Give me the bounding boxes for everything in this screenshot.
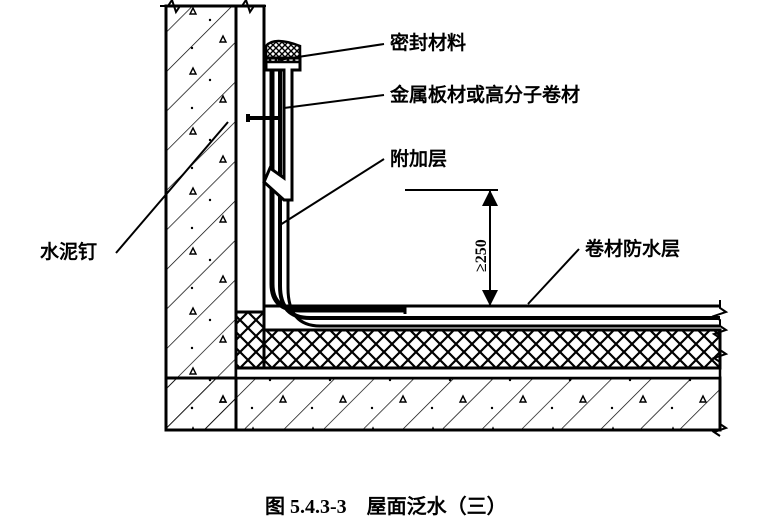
label-waterproof-membrane: 卷材防水层 bbox=[585, 234, 680, 261]
insulation-layer bbox=[236, 312, 720, 368]
leader-additional-layer bbox=[280, 159, 384, 225]
label-cement-nail: 水泥钉 bbox=[40, 237, 97, 264]
label-metal-plate: 金属板材或高分子卷材 bbox=[390, 80, 580, 107]
leader-metal-plate bbox=[284, 95, 384, 108]
leader-waterproof-membrane bbox=[528, 249, 579, 304]
figure-caption: 图 5.4.3-3 屋面泛水（三） bbox=[265, 490, 507, 519]
diagram-canvas: 密封材料 金属板材或高分子卷材 附加层 水泥钉 卷材防水层 ≥250 图 5.4… bbox=[0, 0, 760, 531]
diagram-svg bbox=[0, 0, 760, 531]
label-additional-layer: 附加层 bbox=[390, 144, 447, 171]
roof-slab bbox=[166, 368, 720, 430]
dimension-text: ≥250 bbox=[473, 239, 491, 272]
label-sealant: 密封材料 bbox=[390, 28, 466, 55]
